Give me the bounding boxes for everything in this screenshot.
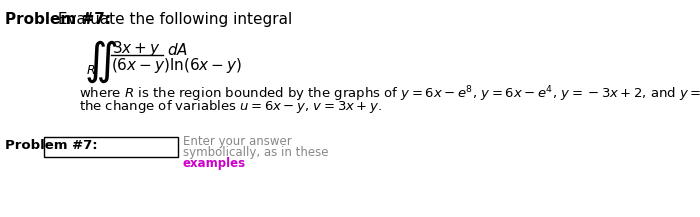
Text: $\iint$: $\iint$ xyxy=(84,39,118,85)
Text: where $R$ is the region bounded by the graphs of $y = 6x - e^8$, $y = 6x - e^4$,: where $R$ is the region bounded by the g… xyxy=(79,84,700,104)
Text: $(6x - y)\ln(6x - y)$: $(6x - y)\ln(6x - y)$ xyxy=(111,56,242,75)
Text: Enter your answer: Enter your answer xyxy=(183,135,292,148)
Text: Problem #7:: Problem #7: xyxy=(5,139,97,152)
Text: symbolically, as in these: symbolically, as in these xyxy=(183,146,328,159)
Bar xyxy=(44,137,178,157)
Text: Evaluate the following integral: Evaluate the following integral xyxy=(53,12,293,27)
Text: $R$: $R$ xyxy=(85,64,95,77)
Text: $dA$: $dA$ xyxy=(167,42,188,58)
Text: Problem #7:: Problem #7: xyxy=(5,12,111,27)
Text: examples: examples xyxy=(183,157,246,170)
Text: the change of variables $u = 6x - y$, $v = 3x + y$.: the change of variables $u = 6x - y$, $v… xyxy=(79,98,382,115)
Text: $3x + y$: $3x + y$ xyxy=(113,39,161,58)
